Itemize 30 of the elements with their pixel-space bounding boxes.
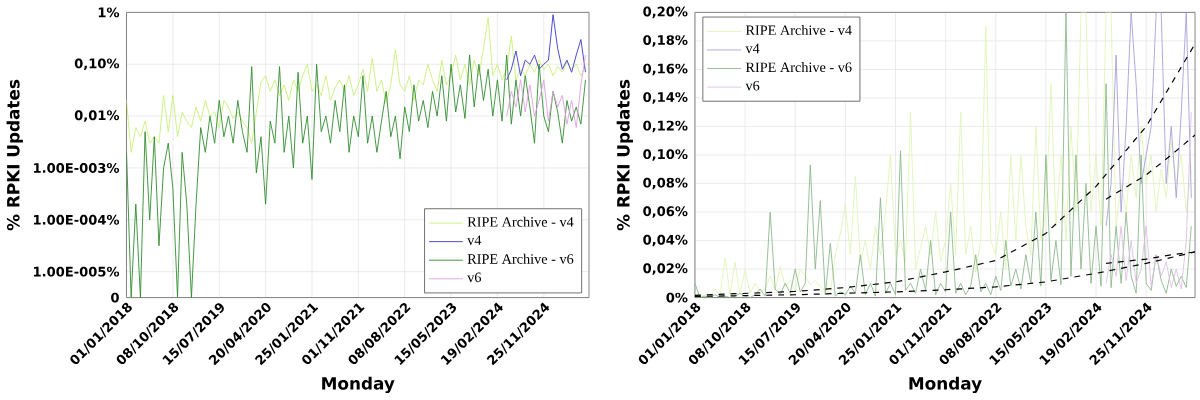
- legend-label: RIPE Archive - v6: [745, 62, 852, 73]
- y-tick-label: 0,18%: [643, 35, 688, 47]
- legend-label: RIPE Archive - v4: [467, 216, 574, 227]
- legend-label: RIPE Archive - v6: [467, 253, 574, 264]
- y-tick-label: 0,20%: [643, 6, 688, 19]
- y-tick-label: 0,16%: [643, 63, 688, 76]
- y-tick-label: 1.00E-005%: [33, 266, 120, 277]
- y-tick-label: 0,14%: [643, 92, 688, 104]
- y-tick-label: 0,12%: [643, 120, 688, 133]
- y-tick-label: 0: [111, 292, 119, 303]
- legend-label: v4: [467, 235, 482, 246]
- legend-label: v6: [467, 272, 482, 283]
- y-tick-label: 0,08%: [643, 177, 688, 190]
- legend-label: RIPE Archive - v4: [745, 25, 852, 36]
- y-tick-label: 1.00E-003%: [33, 163, 120, 174]
- y-tick-label: 0,06%: [643, 206, 688, 218]
- y-tick-label: 0,04%: [643, 234, 688, 247]
- legend-label: v6: [745, 81, 760, 91]
- y-axis-title: % RPKI Updates: [6, 80, 23, 231]
- y-tick-label: 1%: [98, 7, 120, 18]
- y-tick-label: 0,01%: [74, 110, 120, 123]
- y-axis-title: % RPKI Updates: [616, 80, 633, 231]
- y-tick-label: 0%: [666, 292, 688, 303]
- x-axis-title: Monday: [909, 376, 982, 394]
- y-tick-label: 0,02%: [643, 263, 688, 275]
- legend-label: v4: [745, 43, 760, 54]
- y-tick-label: 1.00E-004%: [33, 215, 120, 225]
- y-tick-label: 0,10%: [74, 58, 120, 71]
- y-tick-label: 0,10%: [643, 149, 688, 161]
- x-axis-title: Monday: [322, 376, 395, 394]
